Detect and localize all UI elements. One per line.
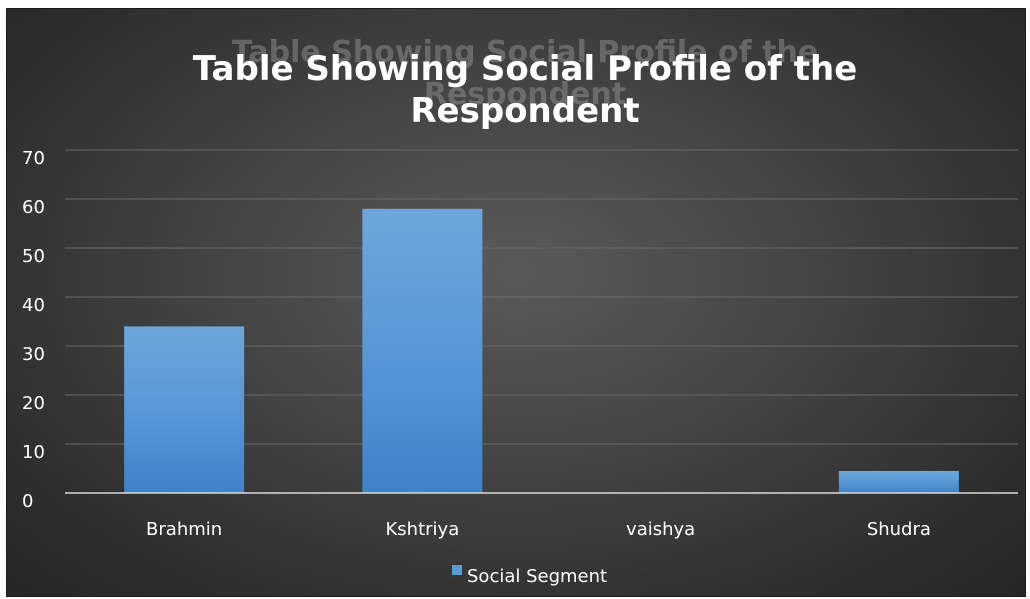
chart-title-line-2: Respondent: [410, 91, 639, 131]
chart-title-ghost: Table Showing Social Profile of the: [232, 35, 818, 70]
y-tick-label: 10: [22, 442, 45, 463]
y-tick-label: 30: [22, 344, 45, 365]
bar-shudra: [838, 470, 959, 493]
y-tick-label: 0: [22, 491, 33, 512]
y-tick-label: 20: [22, 393, 45, 414]
y-axis-ticks: 0 10 20 30 40 50 60 70: [22, 148, 45, 512]
bar-kshtriya: [362, 208, 483, 494]
y-tick-label: 40: [22, 295, 45, 316]
x-category-label: vaishya: [626, 519, 695, 540]
chart-title-line-1: Table Showing Social Profile of the: [193, 49, 858, 89]
bars: [124, 208, 959, 494]
chart-title-ghost-2: Respondent: [424, 77, 626, 112]
y-tick-label: 70: [22, 148, 45, 169]
x-category-label: Kshtriya: [386, 519, 460, 540]
x-axis-labels: Brahmin Kshtriya vaishya Shudra: [146, 519, 931, 540]
x-category-label: Shudra: [867, 519, 931, 540]
bar-brahmin: [124, 326, 245, 493]
chart-frame: [6, 8, 1026, 597]
y-tick-label: 60: [22, 197, 45, 218]
legend-label: Social Segment: [467, 566, 607, 587]
legend-swatch: [452, 565, 462, 575]
x-category-label: Brahmin: [146, 519, 222, 540]
y-tick-label: 50: [22, 246, 45, 267]
